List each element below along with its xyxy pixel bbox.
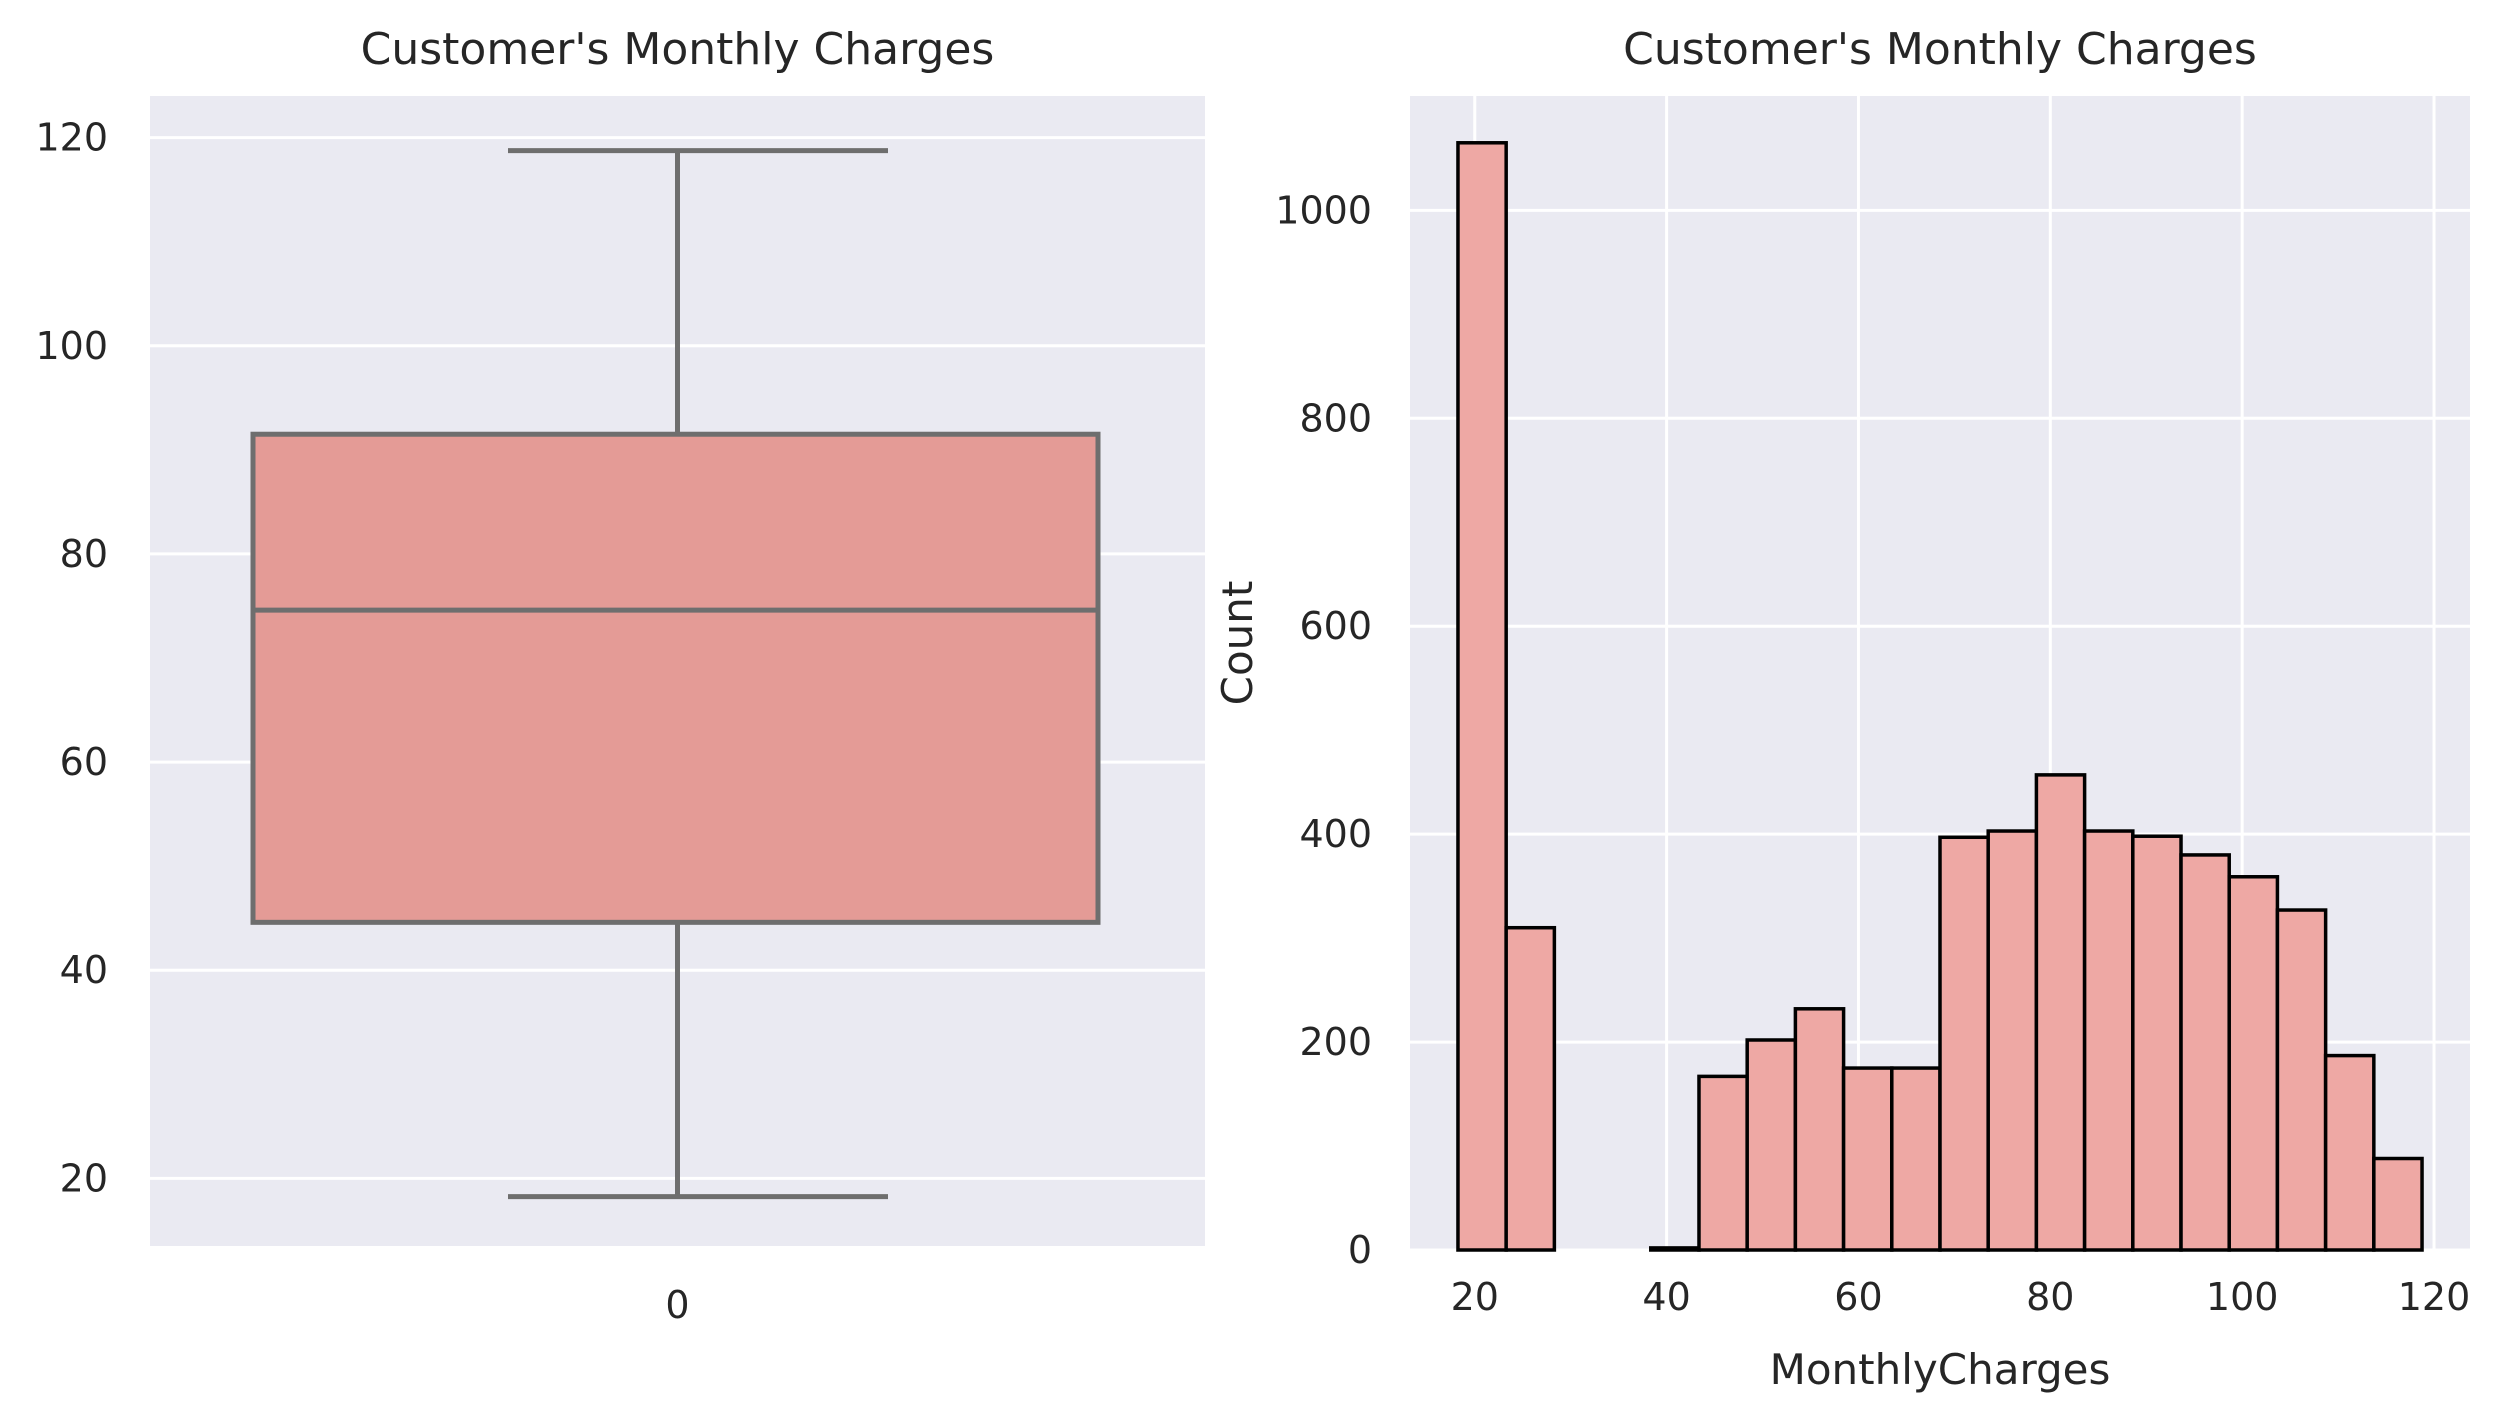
histogram-bar xyxy=(1793,1007,1846,1252)
histogram-y-tick-label: 1000 xyxy=(1275,188,1372,232)
histogram-x-ticks: 20 40 60 80 100 120 xyxy=(1451,1275,2471,1319)
histogram-y-axis-label: Count xyxy=(1213,581,1262,706)
boxplot-y-tick-label: 20 xyxy=(60,1156,108,1200)
boxplot-panel: 20 40 60 80 100 120 0 Customer's Monthly Char… xyxy=(35,24,1205,1327)
histogram-bar xyxy=(1649,1246,1701,1252)
boxplot-title: Customer's Monthly Charges xyxy=(361,24,995,75)
histogram-panel: 0 200 400 600 800 1000 20 40 60 80 100 120 Custome… xyxy=(1213,24,2470,1394)
histogram-y-tick-label: 200 xyxy=(1299,1020,1372,1064)
histogram-bar xyxy=(1504,925,1557,1252)
histogram-bar xyxy=(2034,773,2087,1252)
histogram-bar xyxy=(2275,908,2328,1252)
boxplot-marks xyxy=(250,148,1101,1200)
boxplot-y-tick-label: 40 xyxy=(60,948,108,992)
histogram-bar xyxy=(2179,853,2231,1252)
histogram-bar xyxy=(2323,1053,2376,1252)
histogram-bar xyxy=(1456,141,1508,1252)
boxplot-box xyxy=(250,431,1101,925)
boxplot-y-tick-label: 100 xyxy=(35,324,108,368)
histogram-bar xyxy=(2227,875,2280,1252)
histogram-y-ticks: 0 200 400 600 800 1000 xyxy=(1275,188,1372,1272)
histogram-title: Customer's Monthly Charges xyxy=(1623,24,2257,75)
histogram-x-tick-label: 80 xyxy=(2026,1275,2074,1319)
histogram-y-tick-label: 800 xyxy=(1299,396,1372,440)
boxplot-y-tick-label: 80 xyxy=(60,532,108,576)
histogram-bar xyxy=(2082,829,2135,1252)
histogram-y-tick-label: 0 xyxy=(1348,1228,1372,1272)
boxplot-x-ticks: 0 xyxy=(665,1283,689,1327)
histogram-x-tick-label: 120 xyxy=(2398,1275,2471,1319)
boxplot-x-tick-label: 0 xyxy=(665,1283,689,1327)
histogram-bars xyxy=(1456,141,2424,1252)
histogram-x-tick-label: 60 xyxy=(1834,1275,1882,1319)
histogram-bar xyxy=(1890,1066,1942,1252)
histogram-bar xyxy=(1938,835,1990,1252)
histogram-bar xyxy=(1986,829,2039,1252)
histogram-x-tick-label: 100 xyxy=(2206,1275,2279,1319)
histogram-bar xyxy=(2372,1156,2424,1252)
boxplot-y-ticks: 20 40 60 80 100 120 xyxy=(35,116,108,1201)
histogram-y-tick-label: 600 xyxy=(1299,604,1372,648)
histogram-x-tick-label: 20 xyxy=(1451,1275,1499,1319)
boxplot-y-tick-label: 60 xyxy=(60,740,108,784)
histogram-bar xyxy=(1745,1038,1798,1252)
histogram-bar xyxy=(1841,1066,1894,1252)
histogram-y-tick-label: 400 xyxy=(1299,812,1372,856)
histogram-bar xyxy=(1697,1074,1749,1252)
histogram-x-axis-label: MonthlyCharges xyxy=(1770,1345,2111,1394)
histogram-bar xyxy=(2131,834,2183,1252)
boxplot-y-tick-label: 120 xyxy=(35,116,108,160)
histogram-x-tick-label: 40 xyxy=(1642,1275,1690,1319)
